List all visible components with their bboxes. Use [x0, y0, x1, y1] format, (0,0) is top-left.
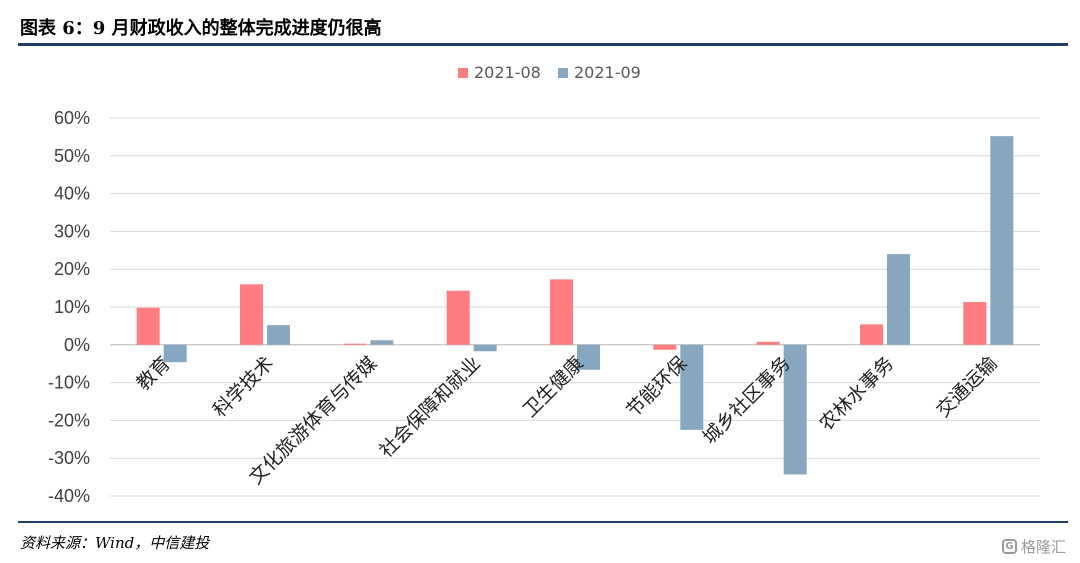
y-tick-label: 10% — [54, 297, 90, 317]
bar-chart: 60%50%40%30%20%10%0%-10%-20%-30%-40% 教育科… — [48, 63, 1040, 506]
bar-series-1 — [756, 341, 780, 345]
bar-series-1 — [550, 279, 573, 345]
watermark: G 格隆汇 — [1001, 536, 1066, 557]
category-label: 卫生健康 — [519, 352, 588, 421]
bar-series-1 — [653, 344, 677, 350]
category-label: 社会保障和就业 — [375, 352, 485, 462]
y-tick-label: -40% — [48, 486, 90, 506]
bar-series-2 — [163, 344, 187, 363]
watermark-logo-icon: G — [1001, 539, 1017, 554]
legend-label: 2021-09 — [574, 63, 641, 82]
bar-series-1 — [446, 290, 470, 345]
gridlines — [110, 117, 1040, 497]
legend-label: 2021-08 — [474, 63, 541, 82]
watermark-text: 格隆汇 — [1020, 538, 1066, 556]
y-tick-label: -10% — [48, 373, 90, 393]
top-rule — [18, 43, 1068, 46]
y-tick-label: -30% — [48, 448, 90, 468]
bar-series-2 — [990, 136, 1014, 345]
bar-series-1 — [343, 343, 367, 345]
category-label: 交通运输 — [932, 352, 1001, 421]
y-axis-ticks: 60% 50% 40% 30% 20% 10% 0% -10% -20% -30% -40% — [48, 108, 90, 506]
bar-series-1 — [860, 324, 883, 345]
bar-series-2 — [473, 344, 497, 352]
bar-series-2 — [783, 344, 807, 475]
bar-series-1 — [963, 302, 987, 345]
y-tick-label: 30% — [54, 221, 90, 241]
source-note: 资料来源：Wind，中信建投 — [20, 534, 210, 552]
y-tick-label: 0% — [64, 335, 90, 355]
chart-title: 图表 6：9 月财政收入的整体完成进度仍很高 — [20, 18, 382, 39]
y-tick-label: -20% — [48, 410, 90, 430]
category-label: 农林水事务 — [815, 352, 898, 435]
bottom-rule — [18, 521, 1068, 523]
y-tick-label: 60% — [54, 108, 90, 128]
bar-series-2 — [370, 340, 394, 345]
bar-series-2 — [680, 344, 704, 430]
legend-swatch — [558, 68, 568, 78]
y-tick-label: 50% — [54, 146, 90, 166]
category-label: 城乡社区事务 — [699, 352, 795, 448]
bar-series-2 — [577, 344, 600, 370]
bar-series-1 — [240, 284, 263, 345]
y-tick-label: 40% — [54, 184, 90, 204]
bar-series-2 — [887, 254, 910, 345]
category-label: 科学技术 — [209, 352, 278, 421]
legend: 2021-08 2021-09 — [458, 63, 641, 82]
bar-series-1 — [136, 307, 160, 345]
legend-swatch — [458, 68, 468, 78]
y-tick-label: 20% — [54, 259, 90, 279]
bar-series-2 — [267, 325, 290, 345]
bars — [136, 136, 1014, 475]
